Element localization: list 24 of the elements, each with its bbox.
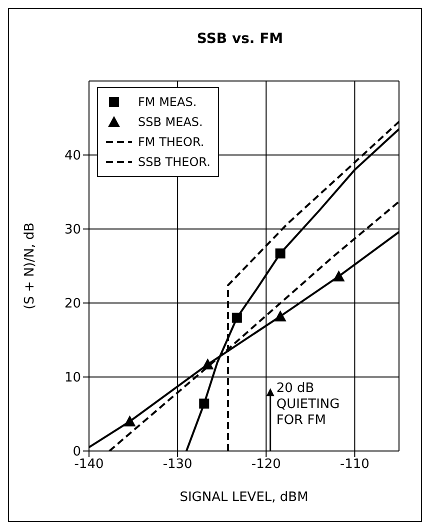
y-tick-label: 30 bbox=[64, 222, 81, 238]
annotation: 20 dB QUIETING FOR FM bbox=[276, 381, 340, 428]
x-tick-label: -130 bbox=[162, 457, 192, 472]
x-tick-label: -120 bbox=[251, 457, 281, 472]
y-tick-label: 0 bbox=[72, 444, 81, 460]
x-tick-label: -110 bbox=[340, 457, 370, 472]
point bbox=[232, 312, 242, 323]
y-tick-label: 20 bbox=[64, 296, 81, 312]
legend-label: SSB THEOR. bbox=[138, 155, 210, 169]
chart-title: SSB vs. FM bbox=[196, 30, 284, 49]
legend-label: SSB MEAS. bbox=[138, 115, 203, 129]
y-axis-title: (S + N)/N, dB bbox=[22, 222, 38, 310]
point bbox=[275, 248, 286, 258]
point bbox=[332, 270, 345, 282]
point bbox=[202, 358, 214, 370]
point bbox=[124, 415, 136, 426]
y-tick-label: 40 bbox=[64, 148, 81, 164]
y-tick-label: 10 bbox=[64, 370, 81, 386]
x-axis-title: SIGNAL LEVEL, dBM bbox=[180, 490, 308, 505]
x-tick-label: -140 bbox=[74, 457, 104, 472]
legend-label: FM MEAS. bbox=[138, 95, 197, 109]
legend-label: FM THEOR. bbox=[138, 135, 204, 149]
point bbox=[274, 310, 286, 322]
point bbox=[199, 398, 210, 409]
